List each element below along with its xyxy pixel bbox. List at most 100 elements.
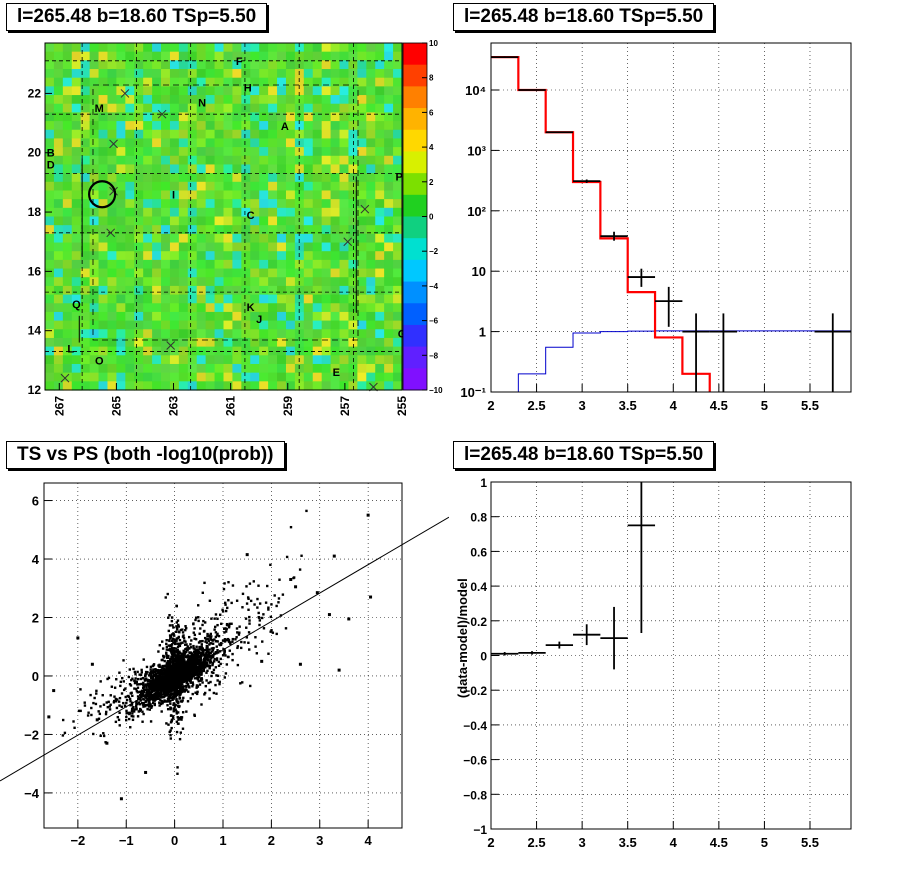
scatter-panel: −2 −1 0 1 2 3 4 6 4 2 0 −2 −4 TS vs PS (both -log10(… (0, 437, 449, 875)
x-tick-label: 267 (52, 396, 66, 416)
colorbar-tick-label: −4 (429, 282, 439, 291)
fit-line (0, 516, 449, 782)
source-label: O (95, 355, 104, 367)
y-tick-label: −2 (24, 727, 39, 742)
source-label: B (47, 148, 55, 160)
map-frame (44, 42, 403, 391)
model-background-line (491, 330, 851, 393)
y-axis-label: (data-model)/model (455, 578, 470, 698)
source-label: D (47, 160, 55, 172)
x-tick-label: 5 (761, 398, 768, 413)
y-tick-label: 0.8 (470, 511, 487, 525)
colorbar-tick-label: −2 (429, 247, 439, 256)
data-point (655, 286, 683, 327)
y-tick-label: 22 (28, 86, 42, 100)
source-label: L (67, 343, 74, 355)
colorbar-tick-label: 2 (429, 178, 434, 187)
skymap-title: l=265.48 b=18.60 TSp=5.50 (6, 3, 268, 31)
y-tick-label: 10 (472, 264, 486, 279)
source-label: J (256, 314, 262, 326)
residual-plot: 2 2.5 3 3.5 4 4.5 5 5.5 1 0.8 0.6 0.4 0.2 0 −0.2 −0.4 −0… (455, 476, 852, 850)
y-tick-label: 10³ (467, 143, 486, 158)
y-tick-label: 18 (28, 205, 42, 219)
x-tick-label: 4 (670, 835, 678, 850)
source-label: Q (72, 299, 81, 311)
source-label: I (172, 189, 175, 201)
data-point (545, 131, 574, 134)
data-point (814, 313, 851, 392)
y-tick-label: 10⁴ (465, 83, 486, 98)
x-tick-label: −1 (119, 833, 134, 848)
x-tick-label: 5 (761, 835, 768, 850)
y-tick-label: 6 (32, 494, 39, 509)
x-tick-label: −2 (70, 833, 85, 848)
y-tick-label: 1 (480, 476, 487, 490)
y-tick-label: 4 (32, 552, 40, 567)
heatmap-cells (45, 43, 403, 391)
x-tick-label: 257 (338, 396, 352, 416)
x-tick-label: 265 (109, 396, 123, 416)
source-label: K (247, 302, 255, 314)
source-label: E (333, 367, 340, 379)
source-label: N (198, 97, 206, 109)
x-tick-label: 4.5 (710, 835, 728, 850)
y-tick-label: 14 (28, 324, 42, 338)
colorbar (403, 43, 427, 391)
data-point (491, 56, 519, 59)
x-tick-label: 2.5 (528, 835, 546, 850)
scatter-plot: −2 −1 0 1 2 3 4 6 4 2 0 −2 −4 (0, 482, 449, 848)
colorbar-tick-label: −8 (429, 351, 439, 360)
residual-point (545, 641, 574, 649)
x-tick-label: 2 (487, 835, 494, 850)
y-tick-label: −0.6 (463, 754, 487, 768)
y-tick-label: 1 (479, 325, 486, 340)
x-tick-label: 259 (281, 396, 295, 416)
residual-point (627, 482, 656, 633)
residual-point (518, 651, 546, 655)
y-tick-label: −1 (473, 823, 487, 837)
y-tick-label: −0.8 (463, 788, 487, 802)
x-tick-label: 0 (171, 833, 178, 848)
source-label: C (247, 210, 255, 222)
data-point (573, 179, 601, 183)
spectrum-title: l=265.48 b=18.60 TSp=5.50 (453, 3, 715, 31)
x-tick-label: 3.5 (619, 398, 637, 413)
x-tick-label: 3 (579, 835, 586, 850)
x-tick-label: 4 (670, 398, 678, 413)
map-roi-box (92, 84, 359, 341)
x-tick-label: 4 (365, 833, 373, 848)
y-tick-label: −4 (24, 786, 40, 801)
residual-point (573, 624, 601, 646)
data-point (627, 268, 656, 287)
data-point (709, 313, 738, 392)
y-tick-label: 2 (32, 610, 39, 625)
map-grid (45, 43, 402, 390)
x-tick-label: 5.5 (801, 835, 819, 850)
data-point (600, 231, 628, 241)
residual-title: l=265.48 b=18.60 TSp=5.50 (453, 441, 715, 469)
x-tick-label: 5.5 (801, 398, 819, 413)
colorbar-tick-label: 8 (429, 74, 434, 83)
y-tick-label: 0 (480, 650, 487, 664)
y-tick-label: 0.6 (470, 545, 487, 559)
map-crosses (60, 89, 378, 392)
y-tick-label: −0.4 (463, 719, 487, 733)
source-label: F (236, 56, 243, 68)
y-tick-label: 16 (28, 264, 42, 278)
x-tick-label: 4.5 (710, 398, 728, 413)
scatter-title: TS vs PS (both -log10(prob)) (6, 441, 285, 469)
y-tick-label: 0.2 (470, 615, 487, 629)
x-tick-label: 2.5 (528, 398, 546, 413)
x-tick-label: 2 (487, 398, 494, 413)
y-tick-label: −0.2 (463, 684, 487, 698)
spectrum-panel: 2 2.5 3 3.5 4 4.5 5 5.5 10⁴ 10³ 10² 10 1 10⁻¹ l=265.4… (449, 0, 898, 437)
y-tick-label: 12 (28, 383, 42, 397)
residual-point (491, 652, 519, 656)
y-tick-label: 20 (28, 146, 42, 160)
y-tick-label: 0 (32, 669, 39, 684)
spectrum-grid (491, 43, 851, 392)
x-tick-label: 261 (224, 396, 238, 416)
residual-grid (491, 482, 851, 829)
colorbar-tick-label: 4 (429, 143, 434, 152)
residual-point (600, 606, 628, 670)
